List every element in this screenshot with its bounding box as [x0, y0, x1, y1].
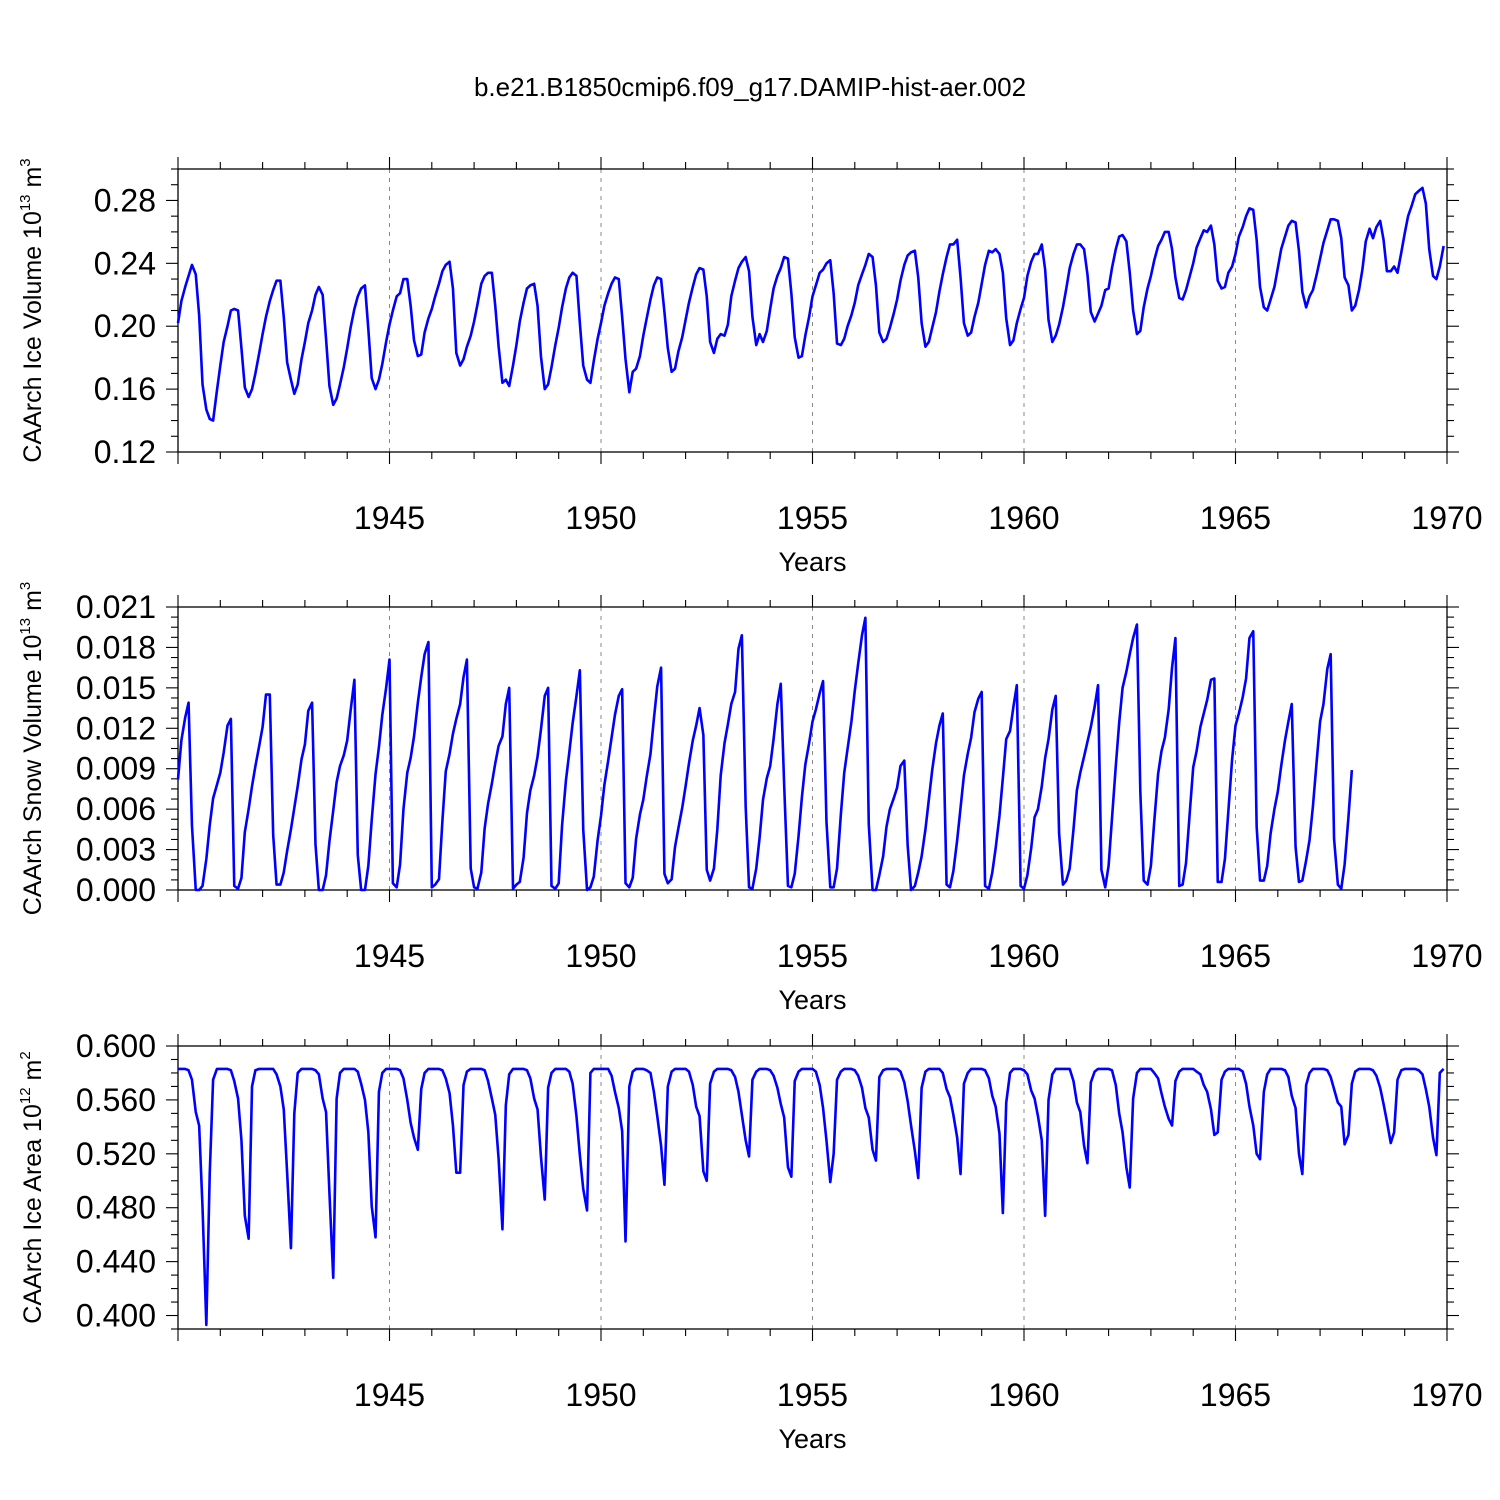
charts-ice-area-ytick-label-0: 0.400: [76, 1298, 156, 1334]
charts-ice-area-xlabel: Years: [778, 1424, 846, 1454]
charts-snow-volume-ytick-label-0: 0.000: [76, 872, 156, 908]
charts-ice-volume-xtick-label-3: 1960: [988, 500, 1059, 536]
charts-ice-area-xtick-label-2: 1955: [777, 1377, 848, 1413]
charts-snow-volume-xtick-label-2: 1955: [777, 938, 848, 974]
charts-ice-area-panel: 0.400 0.440 0.480 0.520 0.560 0.600 1945 1950 19…: [17, 1028, 1483, 1454]
charts-snow-volume-series-line: [176, 616, 1354, 892]
charts-ice-area-ylabel: CAArch Ice Area 1012 m2: [17, 1051, 47, 1323]
charts-ice-area-ytick-label-5: 0.600: [76, 1028, 156, 1064]
charts-snow-volume-ytick-label-7: 0.021: [76, 589, 156, 625]
charts-ice-area-series-line: [178, 1067, 1445, 1327]
charts-snow-volume-xtick-label-1: 1950: [565, 938, 636, 974]
charts-ice-volume-ytick-label-1: 0.16: [94, 371, 156, 407]
charts-ice-area-frame: [177, 1045, 1448, 1330]
charts-ice-area-xtick-label-3: 1960: [988, 1377, 1059, 1413]
charts-ice-area-xtick-label-4: 1965: [1200, 1377, 1271, 1413]
charts-ice-volume-panel: 0.12 0.16 0.20 0.24 0.28 1945 1950 1955 1960 1965…: [17, 157, 1483, 577]
charts-snow-volume-xtick-label-0: 1945: [354, 938, 425, 974]
charts-snow-volume-panel: 0.000 0.003 0.006 0.009 0.012 0.015 0.018 0.021…: [17, 582, 1483, 1015]
charts-ice-volume-xtick-label-5: 1970: [1411, 500, 1482, 536]
charts-ice-volume-ytick-label-3: 0.24: [94, 245, 156, 281]
charts-ice-area-xtick-label-1: 1950: [565, 1377, 636, 1413]
charts-ice-volume-xlabel: Years: [778, 547, 846, 577]
charts-ice-volume-ylabel: CAArch Ice Volume 1013 m3: [17, 158, 47, 462]
charts-snow-volume-ytick-label-2: 0.006: [76, 791, 156, 827]
charts-ice-volume-xtick-label-0: 1945: [354, 500, 425, 536]
charts-ice-volume-xtick-label-4: 1965: [1200, 500, 1271, 536]
charts-snow-volume-xtick-label-4: 1965: [1200, 938, 1271, 974]
charts-snow-volume-ytick-label-1: 0.003: [76, 832, 156, 868]
charts-ice-volume-frame: [177, 168, 1448, 453]
charts-ice-area-ytick-label-2: 0.480: [76, 1190, 156, 1226]
charts-snow-volume-frame: [177, 606, 1448, 891]
charts-ice-volume-ytick-label-4: 0.28: [94, 182, 156, 218]
charts-snow-volume-ytick-label-4: 0.012: [76, 710, 156, 746]
charts-ice-volume-xtick-label-1: 1950: [565, 500, 636, 536]
charts-ice-area-xtick-label-5: 1970: [1411, 1377, 1482, 1413]
charts-ice-volume-series-line: [176, 186, 1445, 422]
charts-snow-volume-ytick-label-6: 0.018: [76, 629, 156, 665]
charts-ice-area-xtick-label-0: 1945: [354, 1377, 425, 1413]
charts-ice-volume-ytick-label-0: 0.12: [94, 434, 156, 470]
charts-snow-volume-ylabel: CAArch Snow Volume 1013 m3: [17, 582, 47, 916]
charts-snow-volume-xlabel: Years: [778, 985, 846, 1015]
charts-snow-volume-ytick-label-3: 0.009: [76, 751, 156, 787]
charts-ice-area-ytick-label-3: 0.520: [76, 1136, 156, 1172]
charts-ice-area-ytick-label-4: 0.560: [76, 1082, 156, 1118]
figure-title: b.e21.B1850cmip6.f09_g17.DAMIP-hist-aer.…: [474, 72, 1026, 102]
charts-snow-volume-xtick-label-5: 1970: [1411, 938, 1482, 974]
charts-ice-volume-xtick-label-2: 1955: [777, 500, 848, 536]
charts-snow-volume-xtick-label-3: 1960: [988, 938, 1059, 974]
charts-snow-volume-ytick-label-5: 0.015: [76, 670, 156, 706]
charts-ice-area-ytick-label-1: 0.440: [76, 1244, 156, 1280]
charts-ice-volume-ytick-label-2: 0.20: [94, 308, 156, 344]
